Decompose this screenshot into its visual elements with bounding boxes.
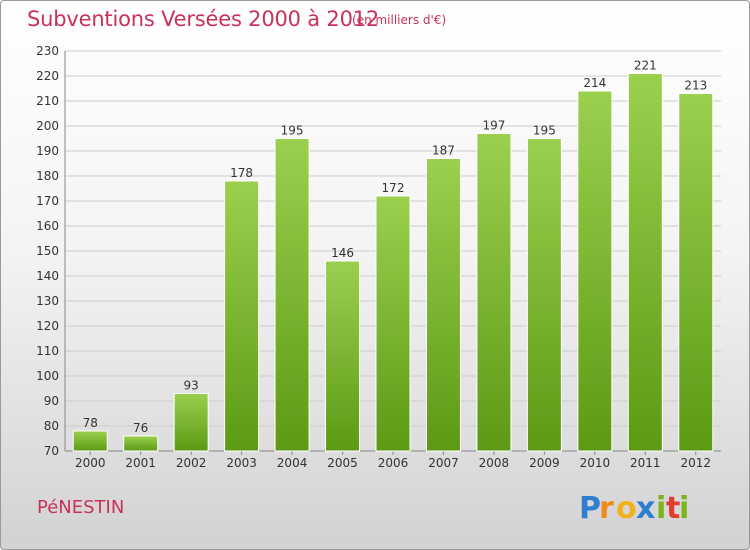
x-tick-label: 2011 bbox=[630, 456, 661, 470]
x-tick-label: 2002 bbox=[176, 456, 207, 470]
bar bbox=[173, 393, 209, 452]
proxiti-logo[interactable]: P r o x i t i bbox=[579, 485, 691, 529]
data-labels: 78 76 93 178 195 146 172 187 197 195 214 221 213 bbox=[83, 59, 708, 436]
x-tick-label: 2000 bbox=[75, 456, 106, 470]
x-tick-label: 2009 bbox=[529, 456, 560, 470]
y-tick-label: 150 bbox=[36, 244, 59, 258]
bar-value-label: 187 bbox=[432, 144, 455, 158]
bar bbox=[627, 73, 663, 452]
bar-value-label: 78 bbox=[83, 416, 98, 430]
y-tick-label: 170 bbox=[36, 194, 59, 208]
bar-value-label: 172 bbox=[382, 181, 405, 195]
chart-subtitle: (en milliers d'€) bbox=[352, 13, 447, 27]
y-tick-label: 70 bbox=[44, 444, 59, 458]
y-tick-label: 200 bbox=[36, 119, 59, 133]
y-tick-label: 80 bbox=[44, 419, 59, 433]
svg-text:r: r bbox=[599, 491, 614, 526]
y-tick-label: 210 bbox=[36, 94, 59, 108]
bar bbox=[274, 138, 310, 452]
bar-value-label: 213 bbox=[684, 79, 707, 93]
bar bbox=[577, 90, 613, 452]
bar-value-label: 93 bbox=[184, 379, 199, 393]
y-tick-label: 130 bbox=[36, 294, 59, 308]
commune-name: PéNESTIN bbox=[37, 497, 125, 518]
x-tick-label: 2006 bbox=[378, 456, 409, 470]
bar-value-label: 221 bbox=[634, 59, 657, 73]
bar-value-label: 195 bbox=[281, 124, 304, 138]
bar-value-label: 76 bbox=[133, 421, 148, 435]
x-tick-label: 2007 bbox=[428, 456, 459, 470]
bar bbox=[476, 133, 512, 452]
y-tick-label: 190 bbox=[36, 144, 59, 158]
svg-text:t: t bbox=[666, 491, 680, 526]
bar bbox=[678, 93, 714, 452]
bar bbox=[425, 158, 461, 452]
y-tick-label: 100 bbox=[36, 369, 59, 383]
y-tick-label: 160 bbox=[36, 219, 59, 233]
bar-value-label: 195 bbox=[533, 124, 556, 138]
bar bbox=[375, 195, 411, 452]
proxiti-logo-icon: P r o x i t i bbox=[579, 491, 689, 526]
y-tick-label: 140 bbox=[36, 269, 59, 283]
y-tick-label: 180 bbox=[36, 169, 59, 183]
bar bbox=[72, 430, 108, 452]
bar-value-label: 214 bbox=[583, 76, 606, 90]
y-tick-label: 220 bbox=[36, 69, 59, 83]
x-tick-label: 2004 bbox=[277, 456, 308, 470]
svg-text:o: o bbox=[616, 491, 637, 526]
y-tick-label: 110 bbox=[36, 344, 59, 358]
x-tick-label: 2005 bbox=[327, 456, 358, 470]
svg-text:i: i bbox=[656, 491, 666, 526]
bar-value-label: 178 bbox=[230, 166, 253, 180]
axes: 7080901001101201301401501601701801902002… bbox=[36, 44, 721, 470]
svg-text:x: x bbox=[636, 491, 655, 526]
x-tick-label: 2001 bbox=[125, 456, 156, 470]
x-tick-label: 2008 bbox=[479, 456, 510, 470]
bar bbox=[526, 138, 562, 452]
x-tick-label: 2012 bbox=[680, 456, 711, 470]
bar-value-label: 197 bbox=[482, 119, 505, 133]
x-tick-label: 2010 bbox=[580, 456, 611, 470]
bar-value-label: 146 bbox=[331, 246, 354, 260]
bar bbox=[325, 260, 361, 452]
bar bbox=[224, 180, 260, 452]
bars bbox=[72, 73, 714, 452]
y-tick-label: 90 bbox=[44, 394, 59, 408]
y-tick-label: 120 bbox=[36, 319, 59, 333]
svg-text:i: i bbox=[679, 491, 689, 526]
svg-text:P: P bbox=[579, 491, 601, 526]
y-tick-label: 230 bbox=[36, 44, 59, 58]
x-tick-label: 2003 bbox=[226, 456, 257, 470]
chart-title: Subventions Versées 2000 à 2012 bbox=[27, 7, 380, 31]
bar bbox=[123, 435, 159, 452]
